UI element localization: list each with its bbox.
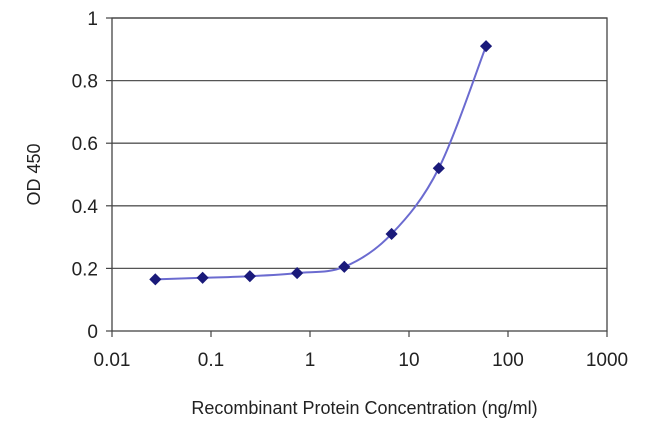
data-point-2	[243, 270, 256, 283]
y-tick-label-1: 0.2	[72, 259, 98, 280]
y-tick-label-2: 0.4	[72, 197, 99, 218]
data-points	[149, 40, 493, 286]
y-tick-label-3: 0.6	[72, 134, 98, 155]
y-tick-label-0: 0	[87, 322, 98, 343]
data-point-7	[479, 40, 493, 53]
plot-area	[111, 17, 608, 332]
data-point-6	[432, 162, 445, 175]
x-tick-label-5: 1000	[586, 350, 628, 371]
x-tick-label-4: 100	[492, 350, 524, 371]
y-axis-label: OD 450	[24, 143, 44, 205]
y-axis-ticks: 0 0.2 0.4 0.6 0.8 1	[72, 9, 112, 343]
data-point-4	[338, 260, 351, 273]
x-tick-label-0: 0.01	[94, 350, 131, 371]
x-tick-label-1: 0.1	[198, 350, 224, 371]
x-tick-label-2: 1	[305, 350, 316, 371]
y-tick-label-5: 1	[87, 9, 98, 30]
grid-lines	[112, 17, 607, 270]
x-tick-label-3: 10	[398, 350, 419, 371]
y-tick-label-4: 0.8	[72, 72, 98, 93]
data-point-3	[291, 267, 304, 280]
data-point-0	[149, 273, 162, 286]
data-point-5	[385, 227, 398, 241]
data-point-1	[196, 271, 209, 284]
x-axis-label: Recombinant Protein Concentration (ng/ml…	[191, 398, 537, 418]
x-axis-ticks: 0.01 0.1 1 10 100 1000	[94, 331, 628, 371]
